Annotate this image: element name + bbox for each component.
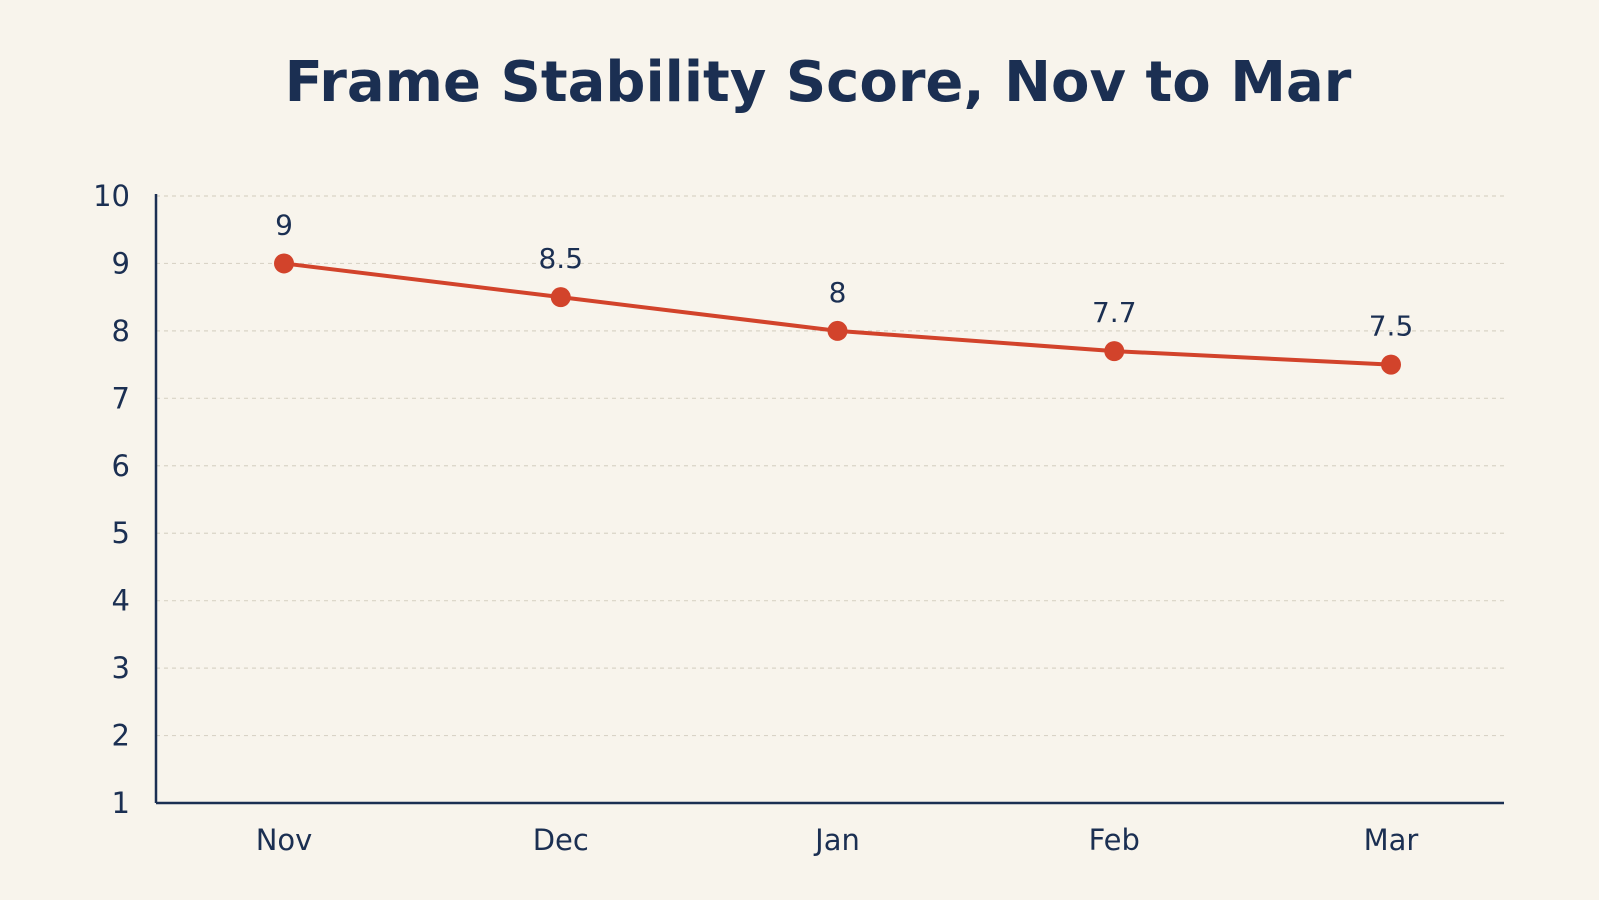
data-point	[827, 320, 848, 341]
grid-lines	[156, 195, 1504, 737]
data-point	[1104, 341, 1125, 362]
y-tick-label: 5	[112, 516, 130, 550]
data-point	[550, 287, 571, 308]
axes	[154, 194, 1504, 805]
data-label: 7.5	[1369, 310, 1414, 343]
y-tick-label: 8	[112, 314, 130, 348]
data-points	[274, 253, 1401, 375]
data-label: 8.5	[538, 242, 583, 275]
y-tick-label: 3	[112, 651, 130, 685]
data-label: 7.7	[1092, 296, 1137, 329]
y-tick-label: 7	[112, 381, 130, 415]
x-tick-label: Dec	[533, 823, 589, 857]
y-tick-labels: 1 2 3 4 5 6 7 8 9 10	[93, 179, 130, 820]
x-tick-label: Feb	[1089, 823, 1140, 857]
y-tick-label: 2	[112, 719, 130, 753]
x-tick-labels: Nov Dec Jan Feb Mar	[256, 823, 1419, 857]
y-tick-label: 9	[112, 246, 130, 280]
data-label: 9	[275, 208, 293, 241]
y-tick-label: 1	[112, 786, 130, 820]
data-labels: 9 8.5 8 7.7 7.5	[275, 208, 1413, 342]
y-tick-label: 6	[112, 449, 130, 483]
x-tick-label: Mar	[1364, 823, 1419, 857]
data-label: 8	[829, 276, 847, 309]
x-tick-label: Jan	[813, 823, 860, 857]
chart-title: Frame Stability Score, Nov to Mar	[285, 50, 1352, 115]
data-point	[274, 253, 294, 274]
data-point	[1381, 354, 1401, 375]
y-tick-label: 4	[112, 584, 130, 618]
y-tick-label: 10	[93, 179, 130, 213]
x-tick-label: Nov	[256, 823, 313, 857]
